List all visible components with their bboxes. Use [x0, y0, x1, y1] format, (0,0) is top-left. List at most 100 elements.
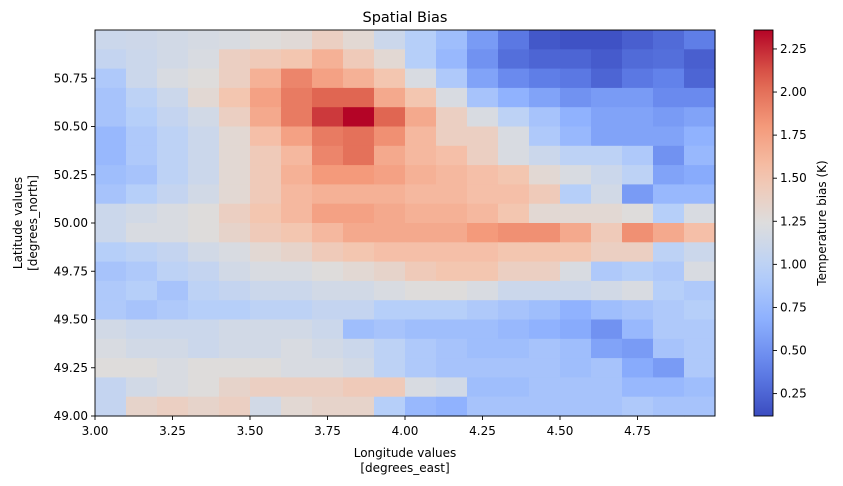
colorbar-tick-label: 1.50	[780, 171, 807, 185]
heatmap-cell	[684, 126, 716, 147]
heatmap-cell	[529, 165, 561, 185]
heatmap-cell	[405, 280, 437, 301]
heatmap-cell	[374, 126, 406, 147]
heatmap-cell	[281, 358, 313, 378]
heatmap-cell	[498, 261, 530, 282]
heatmap-cell	[591, 396, 623, 417]
heatmap-cell	[281, 300, 313, 321]
heatmap-cell	[188, 396, 220, 417]
heatmap-cell	[653, 68, 685, 89]
heatmap-cell	[219, 338, 251, 359]
heatmap-cell	[126, 49, 158, 70]
heatmap-cell	[436, 319, 468, 340]
heatmap-cell	[219, 30, 251, 50]
x-axis-label-line1: Longitude values	[354, 446, 457, 460]
heatmap-cell	[405, 107, 437, 128]
heatmap-cell	[529, 377, 561, 398]
heatmap-cell	[560, 107, 592, 128]
heatmap-cell	[622, 358, 654, 378]
heatmap-cell	[188, 145, 220, 166]
heatmap-cell	[312, 165, 344, 185]
heatmap-cell	[591, 87, 623, 108]
colorbar	[753, 29, 774, 417]
heatmap-cell	[622, 300, 654, 321]
heatmap-cell	[684, 49, 716, 70]
heatmap-cell	[312, 358, 344, 378]
heatmap-cell	[529, 49, 561, 70]
heatmap-cell	[219, 319, 251, 340]
heatmap-cell	[405, 261, 437, 282]
heatmap-cell	[126, 319, 158, 340]
heatmap-cell	[157, 242, 189, 263]
heatmap-cell	[219, 223, 251, 243]
heatmap-cell	[498, 396, 530, 417]
heatmap-cell	[219, 107, 251, 128]
heatmap-cell	[312, 87, 344, 108]
heatmap-cell	[684, 30, 716, 50]
heatmap-cell	[250, 87, 282, 108]
heatmap-cell	[250, 126, 282, 147]
heatmap-cell	[219, 87, 251, 108]
heatmap-cell	[560, 261, 592, 282]
heatmap-cell	[374, 145, 406, 166]
heatmap-cell	[684, 261, 716, 282]
heatmap-cell	[281, 377, 313, 398]
heatmap-cell	[622, 261, 654, 282]
heatmap-cell	[653, 165, 685, 185]
heatmap-cell	[684, 107, 716, 128]
heatmap-cell	[188, 223, 220, 243]
heatmap-cell	[684, 300, 716, 321]
heatmap-cell	[498, 126, 530, 147]
heatmap-cell	[405, 49, 437, 70]
heatmap-cell	[374, 49, 406, 70]
heatmap-cell	[374, 280, 406, 301]
heatmap-cell	[529, 242, 561, 263]
heatmap-cell	[219, 68, 251, 89]
heatmap-cell	[529, 319, 561, 340]
heatmap-cell	[312, 49, 344, 70]
heatmap-cell	[95, 396, 127, 417]
heatmap-cell	[529, 338, 561, 359]
heatmap-cell	[219, 300, 251, 321]
heatmap-cell	[560, 203, 592, 224]
heatmap-cell	[436, 242, 468, 263]
heatmap-cell	[560, 30, 592, 50]
heatmap-cell	[281, 223, 313, 243]
heatmap-cell	[250, 203, 282, 224]
heatmap-cell	[529, 396, 561, 417]
heatmap-cell	[591, 30, 623, 50]
heatmap-cell	[436, 280, 468, 301]
heatmap-cell	[250, 396, 282, 417]
heatmap-cell	[591, 68, 623, 89]
heatmap-cell	[281, 319, 313, 340]
heatmap-cell	[95, 338, 127, 359]
colorbar-tick-label: 0.75	[780, 300, 807, 314]
heatmap-cell	[560, 165, 592, 185]
heatmap-cell	[188, 184, 220, 205]
heatmap-cell	[312, 338, 344, 359]
heatmap-cell	[188, 338, 220, 359]
heatmap-cell	[281, 280, 313, 301]
heatmap-cell	[622, 280, 654, 301]
y-tick-label: 50.25	[54, 168, 88, 182]
heatmap-cell	[219, 184, 251, 205]
y-tick-label: 50.50	[54, 120, 88, 134]
heatmap-cell	[467, 396, 499, 417]
heatmap-cell	[343, 87, 375, 108]
heatmap-cell	[529, 280, 561, 301]
heatmap-cell	[498, 280, 530, 301]
heatmap-cell	[312, 280, 344, 301]
heatmap-cell	[281, 396, 313, 417]
heatmap-cell	[405, 242, 437, 263]
heatmap-cell	[281, 49, 313, 70]
heatmap-cell	[250, 184, 282, 205]
heatmap-cell	[126, 358, 158, 378]
heatmap-cell	[312, 68, 344, 89]
heatmap-cell	[591, 223, 623, 243]
heatmap-cell	[188, 30, 220, 50]
heatmap-cell	[684, 396, 716, 417]
heatmap-cell	[250, 30, 282, 50]
heatmap-cell	[95, 145, 127, 166]
heatmap-cell	[219, 203, 251, 224]
heatmap-cell	[498, 49, 530, 70]
